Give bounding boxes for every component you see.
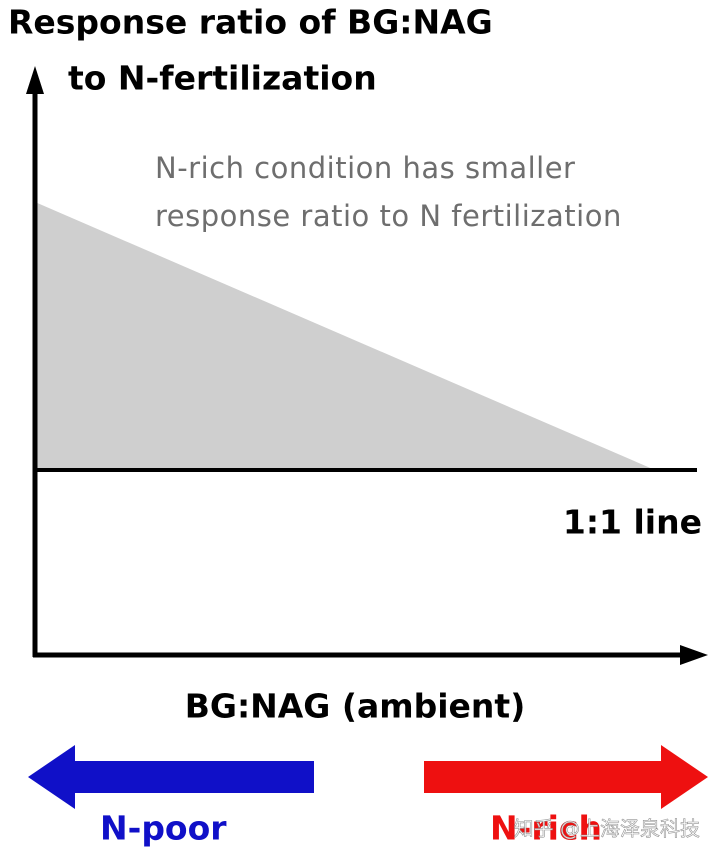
- watermark: 知乎 @上海泽泉科技: [514, 817, 700, 841]
- shaded-region: [35, 202, 655, 470]
- y-axis-arrowhead: [26, 66, 44, 94]
- x-axis-label: BG:NAG (ambient): [185, 687, 526, 726]
- left-arrow-label: N-poor: [100, 809, 227, 848]
- title-line: Response ratio of BG:NAG: [8, 3, 493, 42]
- annotation-line: N-rich condition has smaller: [155, 151, 575, 185]
- title-line: to N-fertilization: [68, 59, 377, 98]
- left-arrow: [28, 745, 314, 809]
- right-arrow-label: N-rich: [490, 809, 602, 848]
- x-axis-arrowhead: [680, 645, 708, 665]
- right-arrow: [424, 745, 708, 809]
- reference-line-label: 1:1 line: [563, 503, 702, 542]
- annotation-line: response ratio to N fertilization: [155, 199, 622, 233]
